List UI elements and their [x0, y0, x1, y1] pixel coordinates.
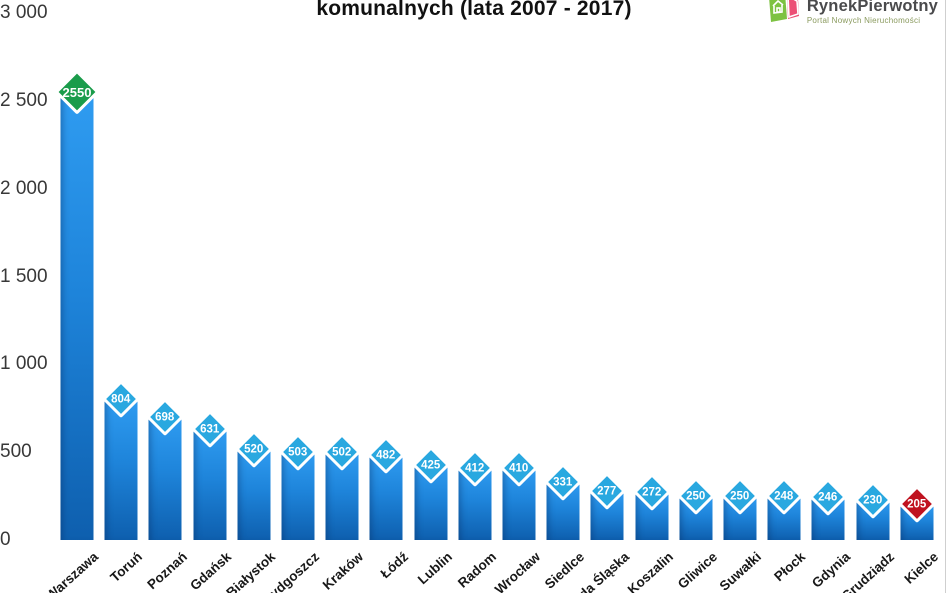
- logo-tagline: Portal Nowych Nieruchomości: [806, 16, 921, 25]
- value-label-koszalin: 272: [642, 486, 662, 499]
- bar-column-gliwice: 250: [674, 0, 718, 540]
- x-axis-labels: Warszawa Toruń Poznań Gdańsk Białystok Bydgos…: [0, 541, 948, 593]
- logo-text: RynekPierwotny Portal Nowych Nieruchomoś…: [807, 0, 938, 25]
- value-label-ruda-l-ska: 277: [597, 485, 618, 498]
- value-label-p-ock: 248: [774, 490, 794, 503]
- bar-column-gda-sk: 631: [188, 0, 232, 540]
- y-tick-label: 3 000: [0, 2, 48, 23]
- bar-column-toru-: 804: [99, 0, 143, 540]
- bar-column-radom: 412: [453, 0, 497, 540]
- y-tick-label: 1 500: [0, 265, 48, 287]
- bar-pozna-: [148, 417, 182, 540]
- bar-column-gdynia: 246: [806, 0, 850, 540]
- bar-column-grudzi-dz: 230: [851, 0, 895, 540]
- bar-column-siedlce: 331: [541, 0, 585, 540]
- value-label-gdynia: 246: [818, 490, 839, 503]
- bar-column-pozna-: 698: [143, 0, 187, 540]
- value-label-suwa-ki: 250: [730, 490, 750, 503]
- logo-name: RynekPierwotny: [806, 0, 938, 15]
- y-tick-label: 0: [0, 529, 11, 550]
- bar-toru-: [104, 398, 138, 540]
- value-label--d-: 482: [376, 449, 397, 462]
- bar-column-ruda-l-ska: 277: [585, 0, 629, 540]
- y-tick-label: 2 500: [0, 89, 48, 111]
- value-label-lublin: 425: [421, 459, 441, 472]
- bar-warszawa: [60, 92, 94, 540]
- plot-area: 2550 804 698 631 520 503 502 482 425 412 410 331 277…: [54, 0, 939, 540]
- bar-column-bydgoszcz: 503: [276, 0, 320, 540]
- value-label-wroc-aw: 410: [509, 462, 529, 474]
- y-axis: 3 000 2 500 2 000 1 500 1 000 500 0: [0, 0, 50, 560]
- value-label-gliwice: 250: [686, 490, 706, 503]
- y-tick-label: 1 000: [0, 353, 48, 375]
- bar-column-wroc-aw: 410: [497, 0, 541, 540]
- value-label-pozna-: 698: [155, 411, 176, 424]
- value-label-radom: 412: [465, 461, 485, 474]
- bar-column-kielce: 205: [895, 0, 939, 540]
- rynekpierwotny-logo: RynekPierwotny Portal Nowych Nieruchomoś…: [766, 0, 938, 29]
- value-label-warszawa: 2550: [62, 84, 92, 100]
- value-label-krak-w: 502: [332, 445, 352, 458]
- value-label-gda-sk: 631: [200, 423, 220, 436]
- value-label-bydgoszcz: 503: [288, 445, 308, 458]
- value-label-grudzi-dz: 230: [863, 493, 883, 506]
- bar-column-koszalin: 272: [630, 0, 674, 540]
- y-tick-label: 500: [0, 441, 32, 463]
- chart-title: komunalnych (lata 2007 - 2017): [316, 0, 632, 20]
- bar-column-lublin: 425: [409, 0, 453, 540]
- bar-column-p-ock: 248: [762, 0, 806, 540]
- y-tick-label: 2 000: [0, 177, 48, 199]
- value-label-bia-ystok: 520: [244, 442, 264, 455]
- x-label-warszawa: Warszawa: [42, 549, 102, 593]
- image-right-border: [945, 0, 946, 593]
- bar-column-krak-w: 502: [320, 0, 364, 540]
- value-label-siedlce: 331: [553, 475, 573, 488]
- bar-column--d-: 482: [364, 0, 408, 540]
- value-label-toru-: 804: [111, 392, 131, 405]
- value-label-kielce: 205: [907, 498, 927, 510]
- bar-column-suwa-ki: 250: [718, 0, 762, 540]
- bar-column-bia-ystok: 520: [232, 0, 276, 540]
- bar-column-warszawa: 2550: [54, 0, 100, 540]
- logo-cube-icon: [766, 0, 802, 29]
